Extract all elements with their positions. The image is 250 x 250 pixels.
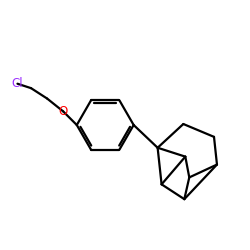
Text: O: O xyxy=(58,105,68,118)
Text: Cl: Cl xyxy=(12,77,23,90)
